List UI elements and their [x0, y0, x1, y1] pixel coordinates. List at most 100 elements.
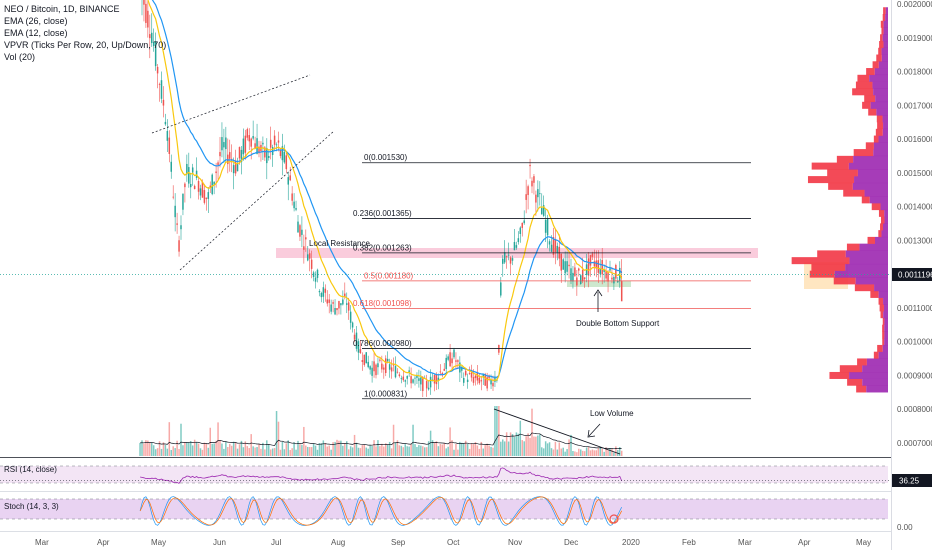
volume-bar [535, 436, 537, 456]
local-resistance-label: Local Resistance [309, 239, 370, 248]
fibonacci-retracement: 0(0.001530) 0.236(0.001365) 0.382(0.001263… [353, 153, 751, 400]
volume-bar [546, 443, 549, 456]
ema-lines [147, 0, 623, 382]
candle-body [457, 360, 459, 362]
fib-level-label: 0.5(0.001180) [364, 271, 414, 280]
candle-body [488, 375, 490, 379]
candle-body [556, 245, 559, 253]
volume-bar [152, 445, 155, 456]
volume-bar [195, 441, 198, 456]
volume-bar [301, 445, 303, 456]
volume-bar [279, 449, 282, 456]
candle-body [203, 190, 206, 203]
volume-bar [550, 448, 553, 456]
vpvr-row-up [883, 311, 888, 319]
volume-bar [619, 447, 621, 456]
candle-body [513, 241, 516, 251]
vpvr-row-up [870, 101, 888, 109]
rsi-line [140, 467, 623, 484]
candle-body [217, 162, 219, 166]
vpvr-row-up [883, 27, 888, 35]
volume-bar [184, 442, 186, 456]
volume-bar [277, 421, 280, 456]
volume-bar [502, 439, 504, 456]
legend-ema26[interactable]: EMA (26, close) [4, 16, 68, 26]
legend-ema12[interactable]: EMA (12, close) [4, 28, 68, 38]
candle-body [301, 229, 303, 235]
legend-symbol[interactable]: NEO / Bitcoin, 1D, BINANCE [4, 4, 120, 14]
volume-bar [145, 440, 147, 456]
volume-bar [182, 445, 184, 456]
volume-bar [230, 445, 233, 456]
volume-bar [603, 451, 605, 456]
volume-bar [439, 444, 442, 456]
time-tick-label: May [151, 538, 166, 547]
volume-bar [320, 443, 323, 456]
vpvr-row-down [882, 14, 886, 22]
candle-body [515, 245, 518, 248]
volume-bar [297, 440, 299, 456]
candle-body [363, 354, 366, 365]
legend-vpvr[interactable]: VPVR (Ticks Per Row, 20, Up/Down, 70) [4, 40, 167, 50]
vpvr-row-up [845, 250, 888, 258]
candle-body [168, 137, 171, 154]
vpvr-row-up [869, 196, 888, 204]
time-axis[interactable]: Mar Apr May Jun Jul Aug Sep Oct Nov Dec 2020 Feb Mar… [35, 538, 871, 547]
time-tick-label: May [856, 538, 871, 547]
volume-bar [429, 430, 432, 456]
volume-bar [539, 434, 541, 456]
volume-bar [143, 443, 145, 456]
double-bottom-label: Double Bottom Support [576, 319, 660, 328]
candle-body [461, 366, 463, 371]
volume-bar [217, 422, 219, 456]
volume-bar [615, 446, 617, 456]
volume-bar [595, 450, 598, 456]
vpvr-row-up [873, 88, 888, 96]
legend-volume[interactable]: Vol (20) [4, 52, 36, 62]
vpvr-row-up [855, 277, 888, 285]
volume-bar [381, 443, 383, 456]
time-tick-label: Nov [508, 538, 522, 547]
candle-body [320, 293, 323, 298]
volume-bar [375, 446, 377, 456]
volume-bar [289, 449, 291, 456]
candle-body [548, 241, 551, 245]
vpvr-row-up [874, 284, 888, 292]
volume-bar [385, 443, 387, 456]
volume-bar [562, 447, 564, 456]
candle-body [201, 181, 204, 198]
candle-body [223, 142, 225, 148]
vpvr-row-up [848, 162, 888, 170]
fib-level-label: 0(0.001530) [364, 153, 407, 162]
candle-body [160, 80, 163, 99]
volume-bar [455, 443, 457, 456]
price-axis[interactable]: 0.0020000 0.0019000 0.0018000 0.0017000 0.00… [897, 0, 932, 448]
candle-body [492, 382, 494, 387]
candle-body [418, 378, 420, 381]
ema26-line [151, 0, 623, 378]
price-tick-label: 0.0020000 [897, 0, 932, 9]
volume-bar [275, 411, 278, 456]
candle-body [326, 299, 328, 304]
vpvr-row-down [870, 290, 879, 298]
candle-body [307, 254, 309, 261]
volume-bar [425, 447, 428, 456]
candle-body [383, 367, 385, 370]
volume-bar [139, 442, 141, 456]
time-tick-label: Feb [682, 538, 696, 547]
candle-body [328, 299, 330, 303]
volume-bar [585, 447, 588, 456]
volume-bar [591, 449, 594, 456]
volume-bar [369, 445, 371, 456]
volume-bar [609, 448, 611, 456]
volume-bar [494, 406, 496, 456]
candle-body [332, 302, 334, 304]
candle-body [268, 155, 270, 158]
vpvr-row-down [828, 182, 853, 190]
candle-body [240, 149, 243, 163]
candle-body [581, 269, 584, 282]
volume-bar [170, 449, 172, 456]
vpvr-row-down [881, 27, 884, 35]
candle-body [410, 376, 412, 384]
